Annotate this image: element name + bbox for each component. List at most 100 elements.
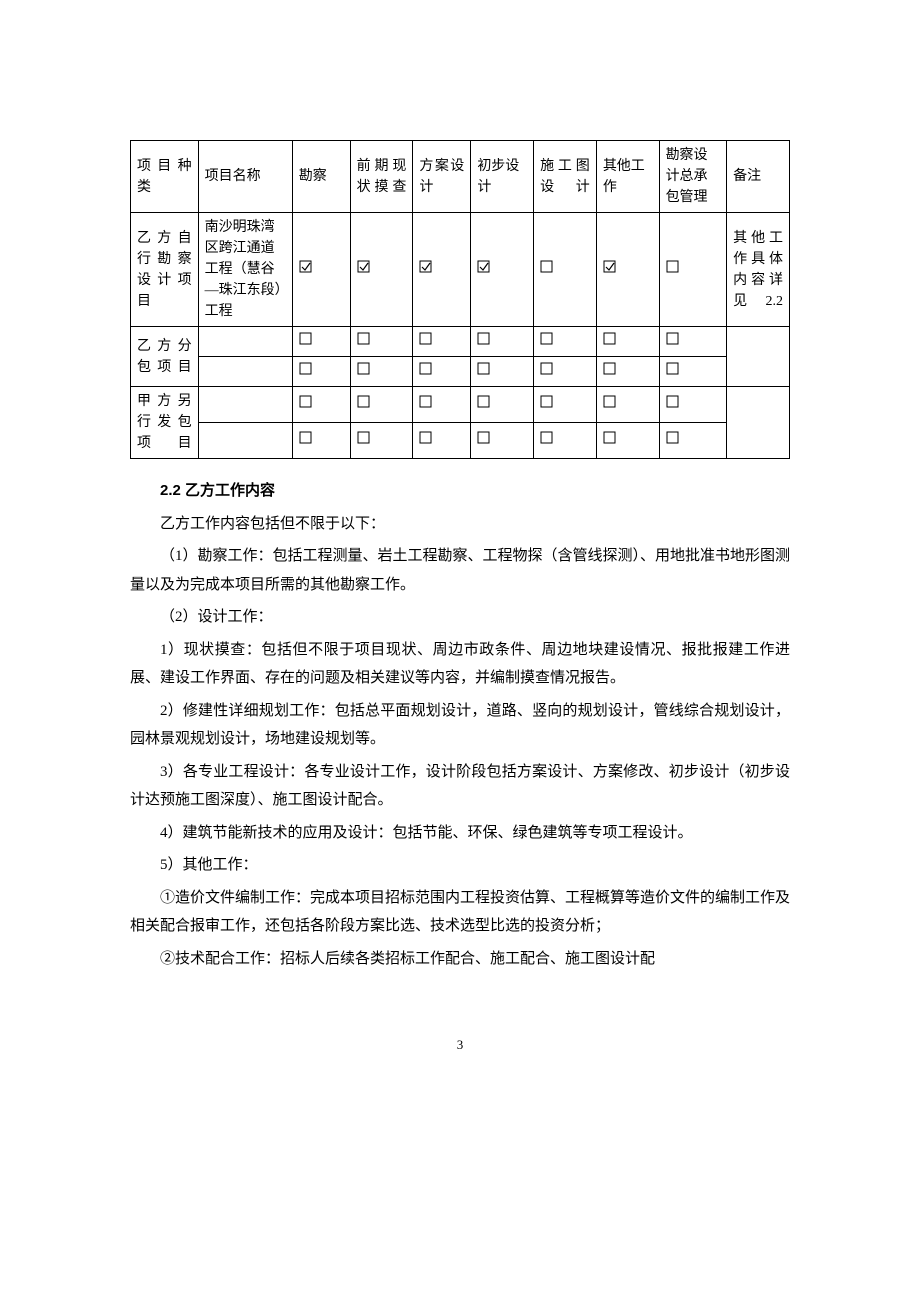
cell-empty [198,423,292,459]
cell-sub-survey2 [292,357,350,387]
checkbox-unchecked-icon [477,362,490,375]
cell-owner-survey2 [292,423,350,459]
checkbox-unchecked-icon [540,362,553,375]
table-row-sub-1: 乙方分包项目 [131,327,790,357]
paragraph: ②技术配合工作：招标人后续各类招标工作配合、施工配合、施工图设计配 [130,945,790,974]
checkbox-checked-icon [357,260,370,273]
paragraph: 4）建筑节能新技术的应用及设计：包括节能、环保、绿色建筑等专项工程设计。 [130,819,790,848]
cell-sub-other [596,327,659,357]
cell-sub-cat: 乙方分包项目 [131,327,199,387]
cell-owner-other2 [596,423,659,459]
cell-owner-other [596,387,659,423]
checkbox-checked-icon [477,260,490,273]
cell-owner-construct [534,387,597,423]
header-remark: 备注 [727,141,790,213]
checkbox-unchecked-icon [603,332,616,345]
checkbox-unchecked-icon [419,332,432,345]
paragraph: ①造价文件编制工作：完成本项目招标范围内工程投资估算、工程概算等造价文件的编制工… [130,884,790,941]
cell-self-other [596,213,659,327]
checkbox-unchecked-icon [477,431,490,444]
cell-sub-manage2 [659,357,727,387]
checkbox-unchecked-icon [299,332,312,345]
header-other: 其他工作 [596,141,659,213]
checkbox-unchecked-icon [666,332,679,345]
checkbox-checked-icon [419,260,432,273]
cell-sub-other2 [596,357,659,387]
header-survey: 勘察 [292,141,350,213]
checkbox-unchecked-icon [666,362,679,375]
cell-owner-manage [659,387,727,423]
cell-owner-manage2 [659,423,727,459]
table-row-sub-2 [131,357,790,387]
cell-empty [198,327,292,357]
checkbox-unchecked-icon [540,395,553,408]
cell-sub-remark [727,327,790,387]
checkbox-checked-icon [603,260,616,273]
checkbox-unchecked-icon [603,362,616,375]
cell-sub-manage [659,327,727,357]
cell-self-early [350,213,413,327]
table-header-row: 项目种类 项目名称 勘察 前期现状摸查 方案设计 初步设计 施工图设计 其他工作… [131,141,790,213]
checkbox-unchecked-icon [666,431,679,444]
checkbox-unchecked-icon [540,260,553,273]
paragraph: 2）修建性详细规划工作：包括总平面规划设计，道路、竖向的规划设计，管线综合规划设… [130,697,790,754]
checkbox-unchecked-icon [540,431,553,444]
cell-self-remark: 其他工作具体内容详见 2.2 [727,213,790,327]
paragraph: （1）勘察工作：包括工程测量、岩土工程勘察、工程物探（含管线探测）、用地批准书地… [130,542,790,599]
cell-sub-early2 [350,357,413,387]
cell-owner-plan2 [413,423,471,459]
checkbox-unchecked-icon [419,362,432,375]
checkbox-unchecked-icon [666,395,679,408]
checkbox-unchecked-icon [357,332,370,345]
header-prelim: 初步设计 [471,141,534,213]
checkbox-unchecked-icon [540,332,553,345]
cell-self-construct [534,213,597,327]
checkbox-unchecked-icon [419,431,432,444]
cell-owner-plan [413,387,471,423]
checkbox-unchecked-icon [357,395,370,408]
checkbox-unchecked-icon [299,395,312,408]
paragraph: 5）其他工作： [130,851,790,880]
cell-sub-survey [292,327,350,357]
table-row-self: 乙方自行勘察设计项目 南沙明珠湾区跨江通道工程（慧谷—珠江东段）工程 其他工作具… [131,213,790,327]
cell-owner-early [350,387,413,423]
checkbox-unchecked-icon [603,395,616,408]
checkbox-unchecked-icon [419,395,432,408]
cell-self-manage [659,213,727,327]
header-construct: 施工图设计 [534,141,597,213]
cell-self-plan [413,213,471,327]
cell-owner-survey [292,387,350,423]
cell-sub-plan [413,327,471,357]
checkbox-unchecked-icon [666,260,679,273]
checkbox-checked-icon [299,260,312,273]
checkbox-unchecked-icon [477,395,490,408]
cell-self-survey [292,213,350,327]
cell-owner-prelim2 [471,423,534,459]
cell-self-name: 南沙明珠湾区跨江通道工程（慧谷—珠江东段）工程 [198,213,292,327]
cell-sub-plan2 [413,357,471,387]
table-row-owner-1: 甲方另行发包项目 [131,387,790,423]
checkbox-unchecked-icon [299,362,312,375]
project-scope-table: 项目种类 项目名称 勘察 前期现状摸查 方案设计 初步设计 施工图设计 其他工作… [130,140,790,459]
cell-owner-early2 [350,423,413,459]
cell-sub-prelim [471,327,534,357]
header-name: 项目名称 [198,141,292,213]
section-heading: 2.2 乙方工作内容 [130,477,790,506]
cell-sub-prelim2 [471,357,534,387]
cell-owner-prelim [471,387,534,423]
cell-empty [198,357,292,387]
checkbox-unchecked-icon [299,431,312,444]
paragraph: 1）现状摸查：包括但不限于项目现状、周边市政条件、周边地块建设情况、报批报建工作… [130,636,790,693]
cell-sub-construct [534,327,597,357]
paragraph: 3）各专业工程设计：各专业设计工作，设计阶段包括方案设计、方案修改、初步设计（初… [130,758,790,815]
cell-sub-construct2 [534,357,597,387]
paragraph: （2）设计工作： [130,603,790,632]
cell-empty [198,387,292,423]
header-manage: 勘察设计总承包管理 [659,141,727,213]
cell-self-prelim [471,213,534,327]
cell-owner-remark [727,387,790,459]
checkbox-unchecked-icon [357,431,370,444]
cell-sub-early [350,327,413,357]
checkbox-unchecked-icon [357,362,370,375]
paragraph: 乙方工作内容包括但不限于以下： [130,510,790,539]
